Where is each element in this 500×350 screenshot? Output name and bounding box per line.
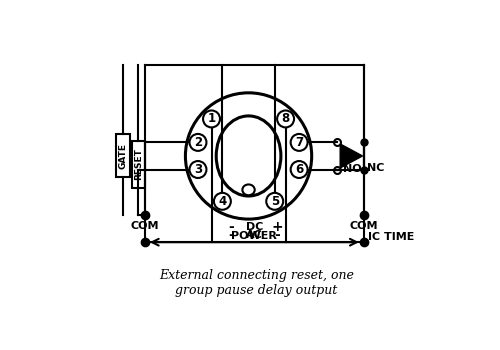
Circle shape bbox=[214, 193, 231, 210]
Text: NC: NC bbox=[367, 163, 384, 173]
Circle shape bbox=[290, 134, 308, 151]
Text: 4: 4 bbox=[218, 195, 226, 208]
Text: NO: NO bbox=[344, 164, 362, 174]
Text: -: - bbox=[274, 228, 280, 241]
Text: COM: COM bbox=[350, 222, 378, 231]
Text: DC: DC bbox=[246, 222, 263, 232]
Circle shape bbox=[277, 111, 294, 127]
Circle shape bbox=[266, 193, 283, 210]
Circle shape bbox=[190, 134, 206, 151]
Text: GATE: GATE bbox=[118, 142, 128, 169]
Circle shape bbox=[290, 161, 308, 178]
Bar bbox=[116, 134, 130, 177]
Text: COM: COM bbox=[130, 222, 159, 231]
Text: -: - bbox=[228, 228, 234, 241]
Circle shape bbox=[203, 111, 220, 127]
Circle shape bbox=[190, 161, 206, 178]
Text: IC TIME: IC TIME bbox=[368, 232, 414, 242]
Text: 7: 7 bbox=[295, 136, 303, 149]
Text: -: - bbox=[228, 220, 234, 234]
Text: 2: 2 bbox=[194, 136, 202, 149]
Text: 3: 3 bbox=[194, 163, 202, 176]
Text: 5: 5 bbox=[270, 195, 279, 208]
Polygon shape bbox=[340, 144, 362, 168]
Text: 8: 8 bbox=[282, 112, 290, 125]
Text: External connecting reset, one
group pause delay output: External connecting reset, one group pau… bbox=[159, 269, 354, 297]
Text: AC: AC bbox=[246, 230, 262, 239]
Text: 1: 1 bbox=[208, 112, 216, 125]
Ellipse shape bbox=[242, 184, 254, 195]
Text: 6: 6 bbox=[295, 163, 304, 176]
Text: POWER: POWER bbox=[232, 231, 278, 241]
Bar bbox=[132, 141, 145, 188]
Text: +: + bbox=[272, 220, 283, 234]
Text: RESET: RESET bbox=[134, 148, 143, 180]
